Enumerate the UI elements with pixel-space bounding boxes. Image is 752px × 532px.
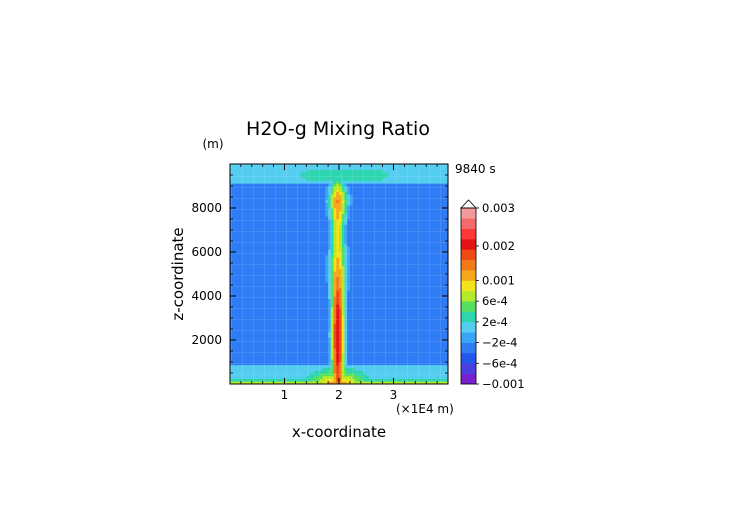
chart-title: H2O-g Mixing Ratio [246,118,430,140]
time-label: 9840 s [455,162,496,176]
y-unit-label: (m) [202,137,223,151]
